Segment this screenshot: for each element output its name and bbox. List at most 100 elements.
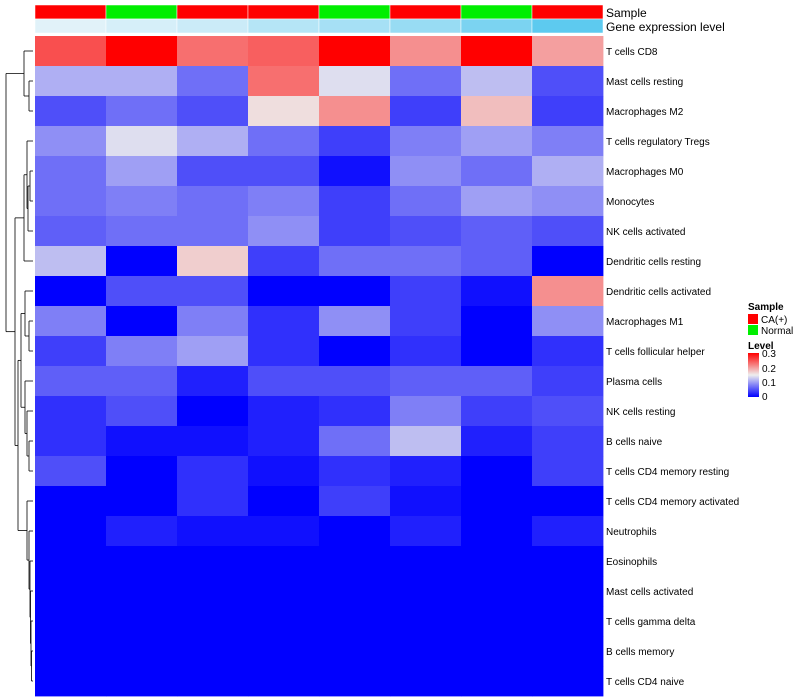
heatmap-cell-3-4 [319,126,391,157]
heatmap-cell-11-4 [319,366,391,397]
expression-cell-2 [176,18,249,34]
heatmap-cell-21-1 [106,666,178,697]
row-label-0: T cells CD8 [606,47,658,58]
expression-cell-6 [460,18,533,34]
heatmap-cell-12-7 [532,396,604,427]
row-label-17: Eosinophils [606,557,657,568]
heatmap-cell-18-7 [532,576,604,607]
heatmap-cell-17-4 [319,546,391,577]
heatmap-cell-20-5 [390,636,462,667]
heatmap-cell-20-3 [248,636,320,667]
legend-level-title: Level [748,341,774,352]
heatmap-cell-17-3 [248,546,320,577]
legend-label-ca: CA(+) [761,315,787,326]
heatmap-cell-5-5 [390,186,462,217]
heatmap-cell-4-2 [177,156,249,187]
heatmap-cell-19-5 [390,606,462,637]
row-dendrogram [5,50,33,682]
row-label-15: T cells CD4 memory activated [606,497,739,508]
heatmap-cell-18-2 [177,576,249,607]
sample-cell-2 [176,4,249,20]
heatmap-cell-11-2 [177,366,249,397]
heatmap-cell-7-5 [390,246,462,277]
row-label-4: Macrophages M0 [606,167,684,178]
heatmap-cell-21-6 [461,666,533,697]
heatmap-cell-4-7 [532,156,604,187]
heatmap-cell-6-2 [177,216,249,247]
expression-annotation-label: Gene expression level [606,20,725,34]
heatmap-cell-18-6 [461,576,533,607]
legend-swatch-ca [748,314,758,324]
expression-annotation-bar [34,18,604,34]
heatmap-cell-17-5 [390,546,462,577]
heatmap-cell-8-0 [35,276,107,307]
heatmap-cell-3-5 [390,126,462,157]
heatmap-cell-2-6 [461,96,533,127]
heatmap-cell-13-2 [177,426,249,457]
heatmap-cell-13-0 [35,426,107,457]
heatmap-cell-8-1 [106,276,178,307]
heatmap-cell-4-5 [390,156,462,187]
heatmap-cell-9-1 [106,306,178,337]
heatmap-cell-15-4 [319,486,391,517]
heatmap-cell-0-7 [532,36,604,67]
heatmap-cell-16-2 [177,516,249,547]
heatmap-cell-17-7 [532,546,604,577]
heatmap-cell-18-4 [319,576,391,607]
expression-cell-4 [318,18,391,34]
heatmap-cell-8-4 [319,276,391,307]
heatmap-cell-20-2 [177,636,249,667]
heatmap-cell-3-0 [35,126,107,157]
heatmap-cell-11-1 [106,366,178,397]
heatmap-cell-19-7 [532,606,604,637]
heatmap-cell-7-3 [248,246,320,277]
sample-cell-3 [247,4,320,20]
heatmap-cell-11-5 [390,366,462,397]
heatmap-cell-8-6 [461,276,533,307]
heatmap-cell-13-6 [461,426,533,457]
row-label-16: Neutrophils [606,527,657,538]
heatmap-cell-9-0 [35,306,107,337]
heatmap-cell-2-7 [532,96,604,127]
legend-tick-0-1: 0.1 [762,378,776,389]
row-label-10: T cells follicular helper [606,347,705,358]
heatmap-cell-1-6 [461,66,533,97]
heatmap-cell-15-6 [461,486,533,517]
heatmap-cell-8-7 [532,276,604,307]
heatmap-cell-0-1 [106,36,178,67]
heatmap-cell-13-5 [390,426,462,457]
heatmap-cell-15-3 [248,486,320,517]
legend-label-normal: Normal [761,326,793,337]
heatmap-cell-7-6 [461,246,533,277]
heatmap-cell-18-5 [390,576,462,607]
heatmap-cell-6-1 [106,216,178,247]
heatmap-cells [35,36,604,697]
heatmap-cell-2-1 [106,96,178,127]
heatmap-cell-2-0 [35,96,107,127]
heatmap-cell-17-6 [461,546,533,577]
heatmap-cell-13-3 [248,426,320,457]
heatmap-cell-20-4 [319,636,391,667]
heatmap-cell-17-1 [106,546,178,577]
heatmap-cell-21-2 [177,666,249,697]
heatmap-cell-11-0 [35,366,107,397]
heatmap-cell-18-1 [106,576,178,607]
heatmap-cell-13-1 [106,426,178,457]
heatmap-cell-1-0 [35,66,107,97]
heatmap-cell-20-7 [532,636,604,667]
heatmap-cell-11-7 [532,366,604,397]
heatmap-cell-7-7 [532,246,604,277]
heatmap-cell-15-1 [106,486,178,517]
heatmap-cell-2-5 [390,96,462,127]
row-label-20: B cells memory [606,647,674,658]
row-label-3: T cells regulatory Tregs [606,137,710,148]
row-label-12: NK cells resting [606,407,675,418]
heatmap-cell-8-5 [390,276,462,307]
heatmap-cell-16-5 [390,516,462,547]
heatmap-cell-4-0 [35,156,107,187]
row-label-7: Dendritic cells resting [606,257,701,268]
heatmap-cell-6-5 [390,216,462,247]
heatmap-cell-16-6 [461,516,533,547]
heatmap-cell-19-0 [35,606,107,637]
